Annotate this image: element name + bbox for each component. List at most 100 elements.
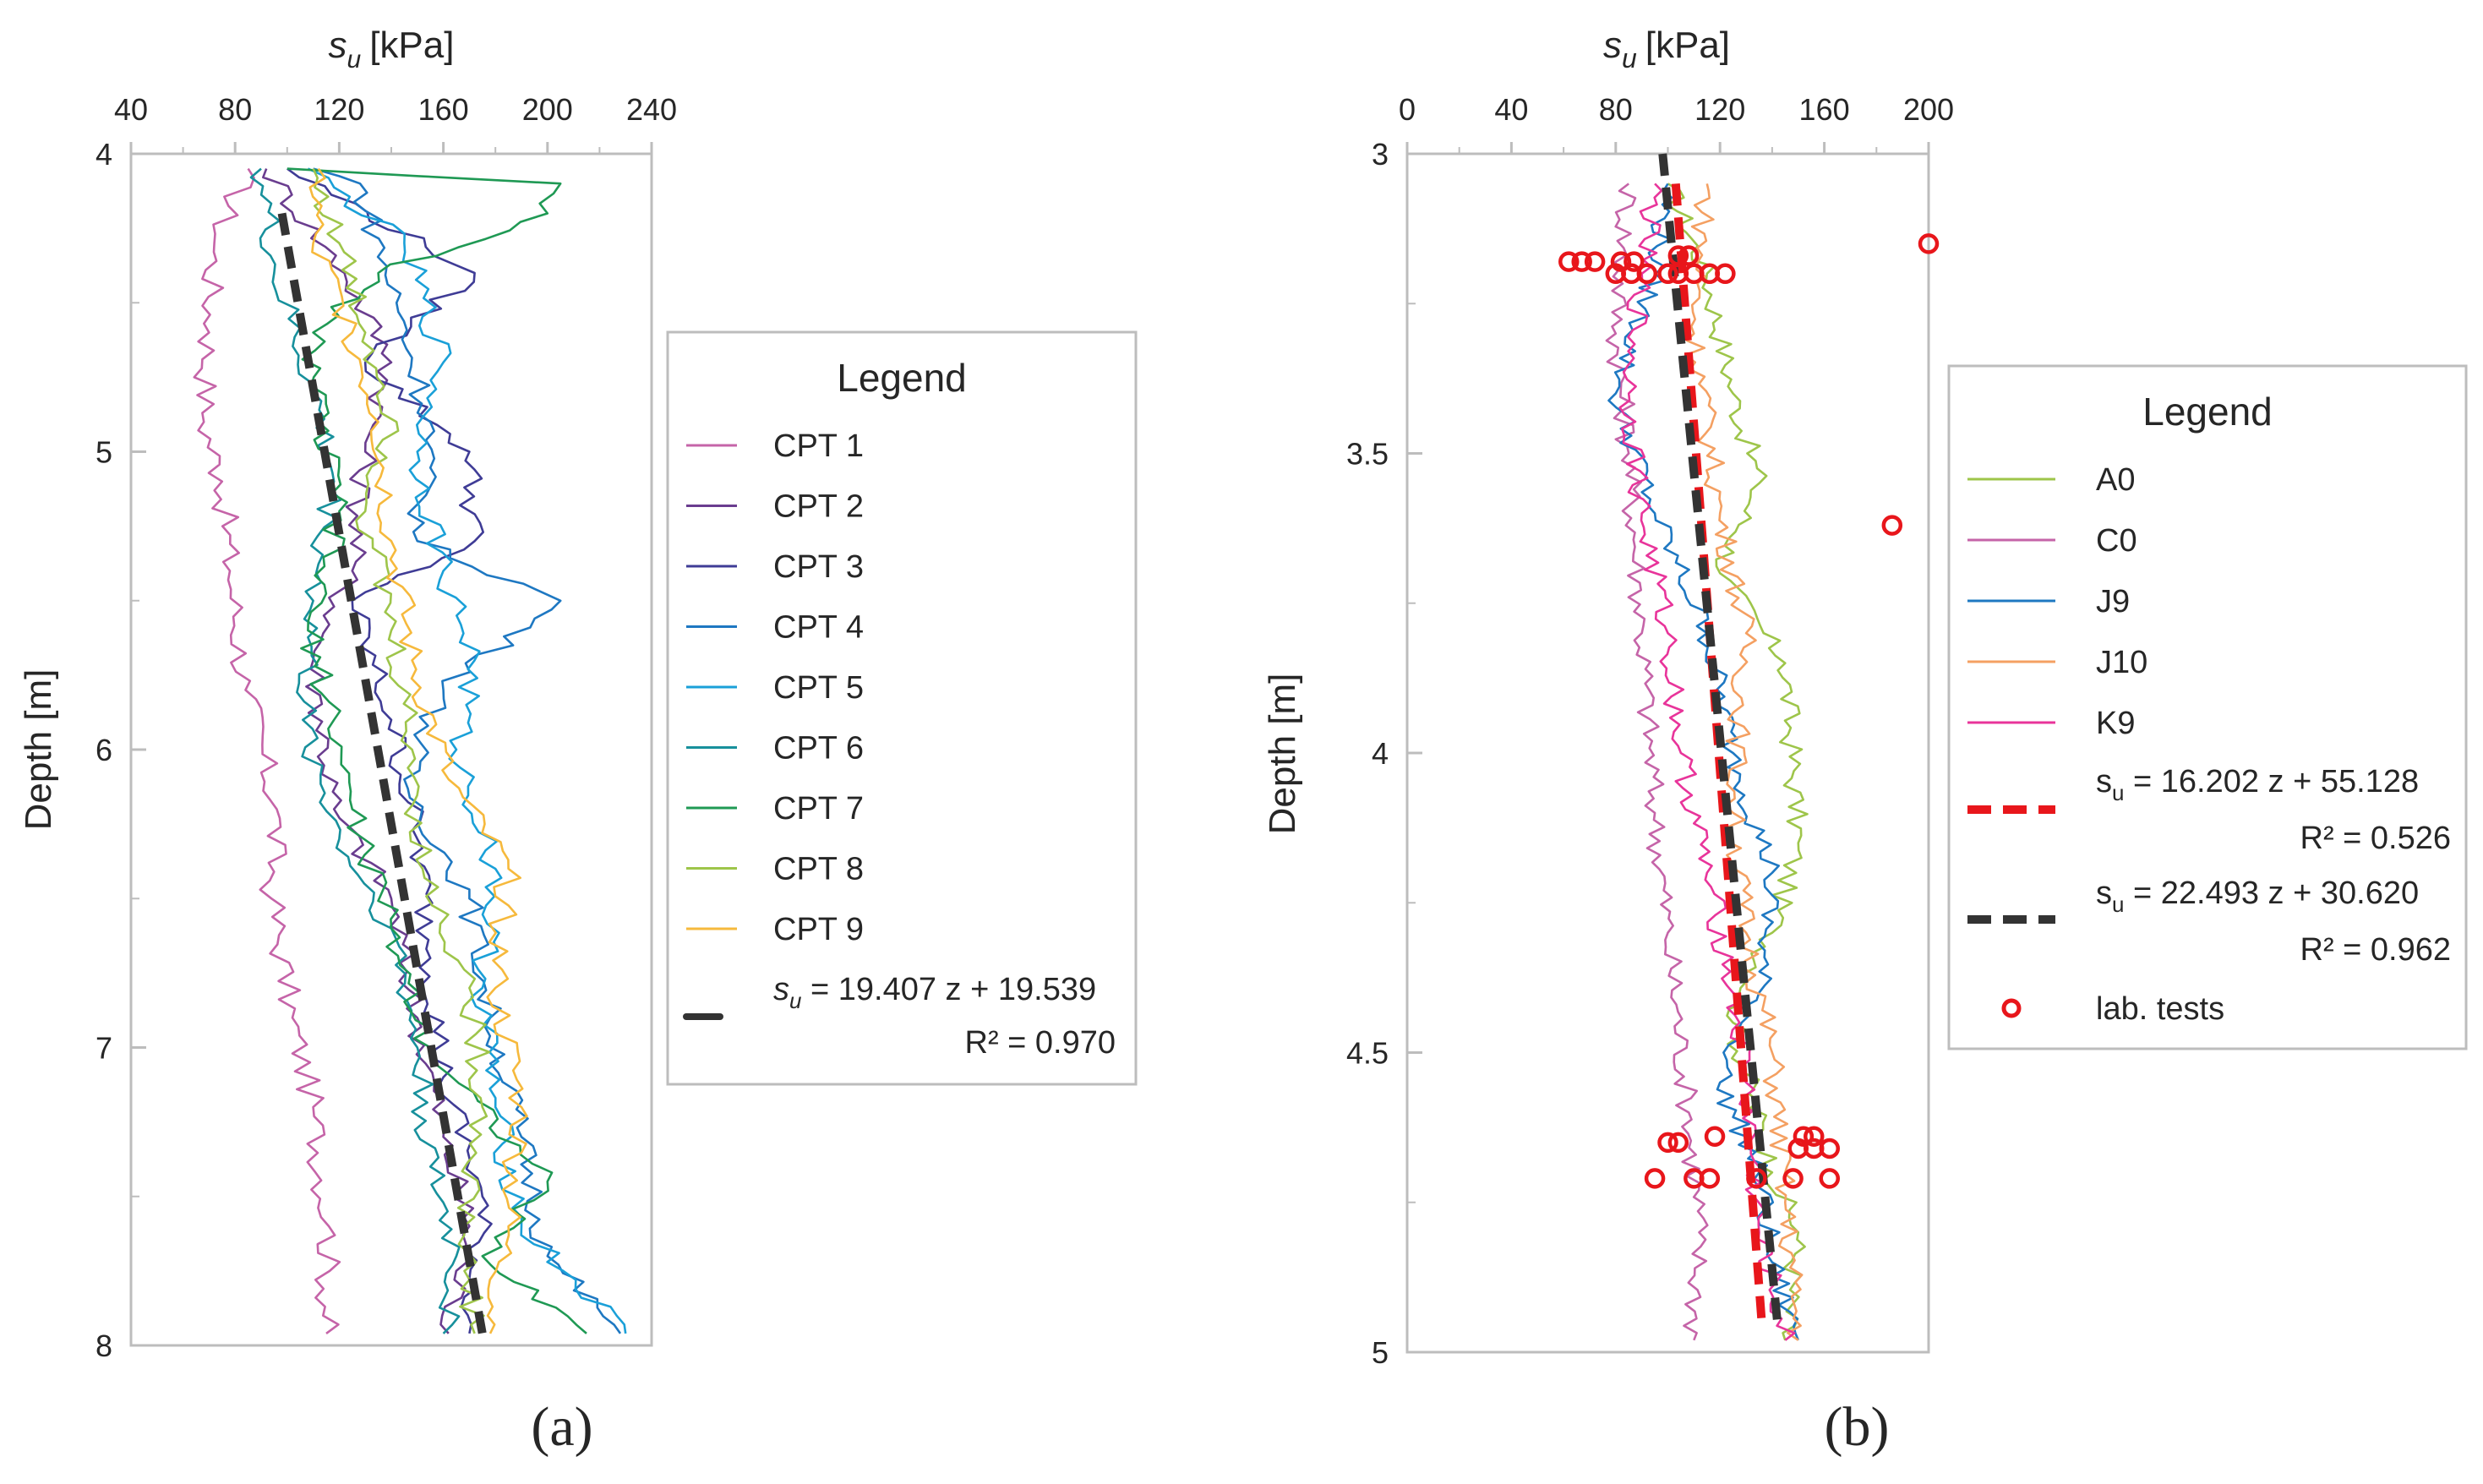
legend-item-label: CPT 7 <box>773 791 864 827</box>
panel-a: 40 80 120 160 200 240 4 5 6 7 8 su [kPa] Depth [m]… <box>18 25 1138 1458</box>
panel-b-x-ticks: 0 40 80 120 160 200 <box>1399 92 1954 154</box>
series-line-cpt-3 <box>286 167 493 1334</box>
series-line-cpt-2 <box>262 168 475 1334</box>
y-tick-label: 3 <box>1372 137 1389 172</box>
x-tick-label: 240 <box>626 92 677 127</box>
lab-test-marker <box>1657 1132 1678 1154</box>
y-tick-label: 6 <box>96 733 112 767</box>
panel-b-plot-area <box>1405 152 1930 1354</box>
panel-a-legend: Legend CPT 1 CPT 2 CPT 3 CPT 4 CPT 5 CPT 6 CPT… <box>666 330 1138 1086</box>
panel-b-label: (b) <box>1825 1396 1890 1458</box>
panel-b-y-axis-label: Depth [m] <box>1262 674 1303 835</box>
series-line-fit1 <box>1671 183 1766 1323</box>
panel-b-legend-fit1-r2: R² = 0.526 <box>2300 821 2452 856</box>
x-tick-label: 40 <box>1494 92 1528 127</box>
x-tick-label: 0 <box>1399 92 1416 127</box>
panel-a-series-lines <box>193 167 627 1334</box>
series-line-fit <box>277 212 487 1334</box>
lab-test-marker <box>1918 233 1940 254</box>
legend-item-label: A0 <box>2096 462 2135 498</box>
panel-a-legend-fit-equation: su = 19.407 z + 19.539 <box>773 972 1096 1013</box>
series-line-cpt-4 <box>313 167 622 1334</box>
legend-item-label: CPT 5 <box>773 670 864 706</box>
lab-test-marker <box>1782 1168 1804 1189</box>
panel-b-series-lines <box>1605 153 1809 1341</box>
lab-test-marker <box>1746 1168 1767 1189</box>
lab-test-marker <box>1571 251 1592 272</box>
x-tick-label: 120 <box>314 92 364 127</box>
x-tick-label: 80 <box>1599 92 1633 127</box>
legend-item-label: CPT 4 <box>773 610 864 646</box>
x-tick-label: 160 <box>418 92 469 127</box>
y-tick-label: 5 <box>96 435 112 470</box>
series-line-j9 <box>1607 183 1799 1341</box>
y-tick-label: 4.5 <box>1346 1036 1389 1071</box>
x-tick-label: 200 <box>522 92 573 127</box>
panel-b-x-axis-label: su [kPa] <box>1603 25 1730 74</box>
x-tick-label: 200 <box>1903 92 1954 127</box>
lab-test-marker <box>1667 1132 1689 1154</box>
lab-test-marker <box>1584 251 1606 272</box>
panel-b-legend-lab-marker <box>2001 998 2022 1018</box>
panel-b: 0 40 80 120 160 200 3 3.5 4 4.5 5 su [kPa] Depth [… <box>1262 25 2468 1458</box>
lab-test-marker <box>1644 1168 1666 1189</box>
y-tick-label: 3.5 <box>1346 437 1389 472</box>
panel-b-legend-fit2-equation: su = 22.493 z + 30.620 <box>2096 876 2419 917</box>
legend-item-label: J9 <box>2096 584 2130 619</box>
lab-test-marker <box>1704 1126 1726 1148</box>
lab-test-marker <box>1678 245 1700 266</box>
series-line-cpt-9 <box>308 167 528 1334</box>
lab-test-marker <box>1636 263 1658 285</box>
panel-a-legend-box <box>666 330 1138 1086</box>
panel-b-legend-fit2-r2: R² = 0.962 <box>2300 932 2452 968</box>
panel-b-legend-lab-label: lab. tests <box>2096 991 2224 1027</box>
lab-test-marker <box>1667 245 1689 266</box>
panel-a-y-axis-label: Depth [m] <box>18 669 59 831</box>
x-tick-label: 80 <box>218 92 252 127</box>
lab-test-marker <box>1819 1168 1841 1189</box>
y-tick-label: 7 <box>96 1031 112 1066</box>
panel-a-x-axis-label: su [kPa] <box>329 25 455 74</box>
panel-b-legend-title: Legend <box>2142 390 2273 434</box>
panel-b-y-ticks: 3 3.5 4 4.5 5 <box>1346 137 1422 1370</box>
panel-a-legend-title: Legend <box>837 356 967 400</box>
lab-test-marker <box>1715 263 1736 285</box>
series-line-cpt-8 <box>312 168 491 1334</box>
series-line-j10 <box>1684 183 1804 1341</box>
legend-item-label: CPT 6 <box>773 731 864 767</box>
lab-test-marker <box>1558 251 1580 272</box>
lab-test-marker <box>1793 1126 1814 1148</box>
series-line-cpt-6 <box>249 167 461 1334</box>
y-tick-label: 4 <box>96 137 112 172</box>
legend-item-label: CPT 1 <box>773 428 864 464</box>
legend-item-label: C0 <box>2096 523 2137 559</box>
lab-test-marker <box>1699 1168 1721 1189</box>
legend-item-label: K9 <box>2096 706 2135 741</box>
lab-test-marker <box>1624 251 1645 272</box>
panel-b-legend: Legend A0 C0 J9 J10 K9 su = 16.202 z + 55.12… <box>1947 364 2468 1050</box>
lab-test-marker <box>1881 515 1903 536</box>
x-tick-label: 120 <box>1694 92 1745 127</box>
x-tick-label: 40 <box>114 92 148 127</box>
legend-item-label: CPT 8 <box>773 852 864 887</box>
panel-a-x-ticks: 40 80 120 160 200 240 <box>114 92 677 154</box>
lab-test-marker <box>1610 251 1632 272</box>
lab-test-marker <box>1657 263 1678 285</box>
series-line-cpt-5 <box>307 167 627 1334</box>
panel-a-label: (a) <box>531 1396 592 1458</box>
legend-item-label: CPT 9 <box>773 912 864 947</box>
y-tick-label: 8 <box>96 1329 112 1363</box>
lab-test-marker <box>1804 1126 1825 1148</box>
series-line-cpt-1 <box>193 167 341 1334</box>
series-line-fit2 <box>1658 153 1782 1323</box>
panel-a-legend-fit-r2: R² = 0.970 <box>965 1025 1116 1061</box>
y-tick-label: 4 <box>1372 736 1389 771</box>
y-tick-label: 5 <box>1372 1335 1389 1370</box>
legend-item-label: CPT 2 <box>773 489 864 525</box>
lab-test-marker <box>1819 1138 1841 1159</box>
x-tick-label: 160 <box>1799 92 1850 127</box>
legend-item-label: J10 <box>2096 645 2147 680</box>
legend-item-label: CPT 3 <box>773 549 864 585</box>
panel-b-lab-test-markers <box>1558 233 1940 1189</box>
